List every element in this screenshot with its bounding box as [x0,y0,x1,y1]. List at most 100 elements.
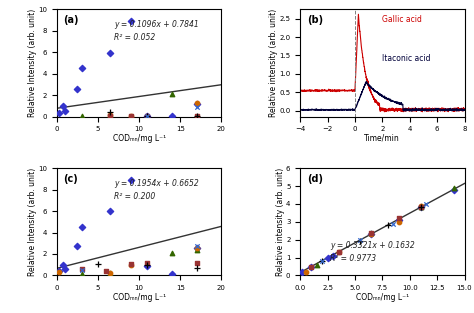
Point [61,266,69,271]
X-axis label: CODₘₙ/mg L⁻¹: CODₘₙ/mg L⁻¹ [356,293,409,301]
Point [390,221,397,226]
Text: y = 0.1096x + 0.7841: y = 0.1096x + 0.7841 [114,20,199,29]
Point [144,260,151,265]
Point [417,205,425,210]
Point [107,271,114,276]
Point [193,260,201,265]
Point [193,101,201,106]
Point [107,208,114,213]
Point [335,250,342,255]
Point [302,269,310,275]
Point [450,185,457,190]
Point [193,247,201,252]
Point [168,113,176,118]
Point [168,92,176,97]
Point [367,230,375,235]
Point [78,113,85,118]
Point [168,271,176,276]
Point [73,86,81,91]
Point [107,51,114,56]
Point [107,114,114,119]
Point [417,203,425,208]
Point [395,216,402,221]
Point [78,272,85,277]
Point [144,113,151,118]
Point [78,266,85,271]
Point [367,232,375,237]
Point [367,230,375,235]
Point [55,270,63,275]
Y-axis label: Relative Intensity (arb. unit): Relative Intensity (arb. unit) [28,9,37,117]
Point [193,113,201,118]
Point [422,202,430,207]
Point [193,244,201,249]
Point [107,110,114,115]
Point [144,262,151,267]
Text: y = 0.3321x + 0.1632: y = 0.3321x + 0.1632 [330,241,414,250]
Text: (b): (b) [307,15,323,25]
Point [193,245,201,250]
Point [395,219,402,224]
Point [94,261,102,266]
Y-axis label: Relative intensity (arb. unit): Relative intensity (arb. unit) [275,168,284,276]
X-axis label: CODₘₙ/mg L⁻¹: CODₘₙ/mg L⁻¹ [112,134,165,143]
Point [313,262,320,267]
Point [299,269,306,275]
Text: Gallic acid: Gallic acid [383,15,422,24]
Point [324,255,331,260]
Point [335,250,342,255]
Point [356,237,364,242]
Point [318,259,326,264]
Point [193,105,201,110]
Point [60,262,67,267]
Point [73,244,81,249]
Point [127,114,135,119]
Point [127,113,135,118]
X-axis label: CODₘₙ/mg L⁻¹: CODₘₙ/mg L⁻¹ [112,293,165,301]
Point [55,269,62,274]
Text: (c): (c) [64,173,78,183]
Point [307,264,315,269]
Point [107,112,114,117]
Point [384,223,392,228]
Point [329,253,337,258]
Point [55,111,62,116]
Text: R² = 0.052: R² = 0.052 [114,33,155,42]
Point [193,113,201,118]
Point [127,19,135,24]
Point [127,262,135,267]
Text: (d): (d) [307,173,323,183]
Point [417,205,425,210]
Point [102,269,110,274]
Point [395,218,402,223]
Point [318,259,326,264]
Text: (a): (a) [64,15,79,25]
Text: y = 0.1954x + 0.6652: y = 0.1954x + 0.6652 [114,179,199,188]
Point [417,205,425,210]
Point [127,261,135,266]
Point [417,205,425,210]
Text: Itaconic acid: Itaconic acid [383,54,431,63]
Point [127,177,135,182]
Y-axis label: Relative Intensity (arb. unit): Relative Intensity (arb. unit) [28,168,37,276]
Text: R² = 0.200: R² = 0.200 [114,192,155,201]
Point [107,271,114,276]
Point [450,187,457,192]
Point [356,239,364,244]
Point [144,263,151,268]
Point [107,113,114,118]
Point [78,66,85,71]
Point [60,103,67,108]
Point [61,109,69,114]
Point [168,250,176,255]
Point [307,264,315,269]
Point [78,225,85,230]
Text: R² = 0.9773: R² = 0.9773 [330,254,376,263]
Point [144,114,151,119]
Point [144,113,151,118]
Point [367,232,375,237]
Y-axis label: Relative intensity (arb. unit): Relative intensity (arb. unit) [269,9,278,117]
Point [193,265,201,270]
Point [193,245,201,250]
X-axis label: Time/min: Time/min [365,134,400,143]
